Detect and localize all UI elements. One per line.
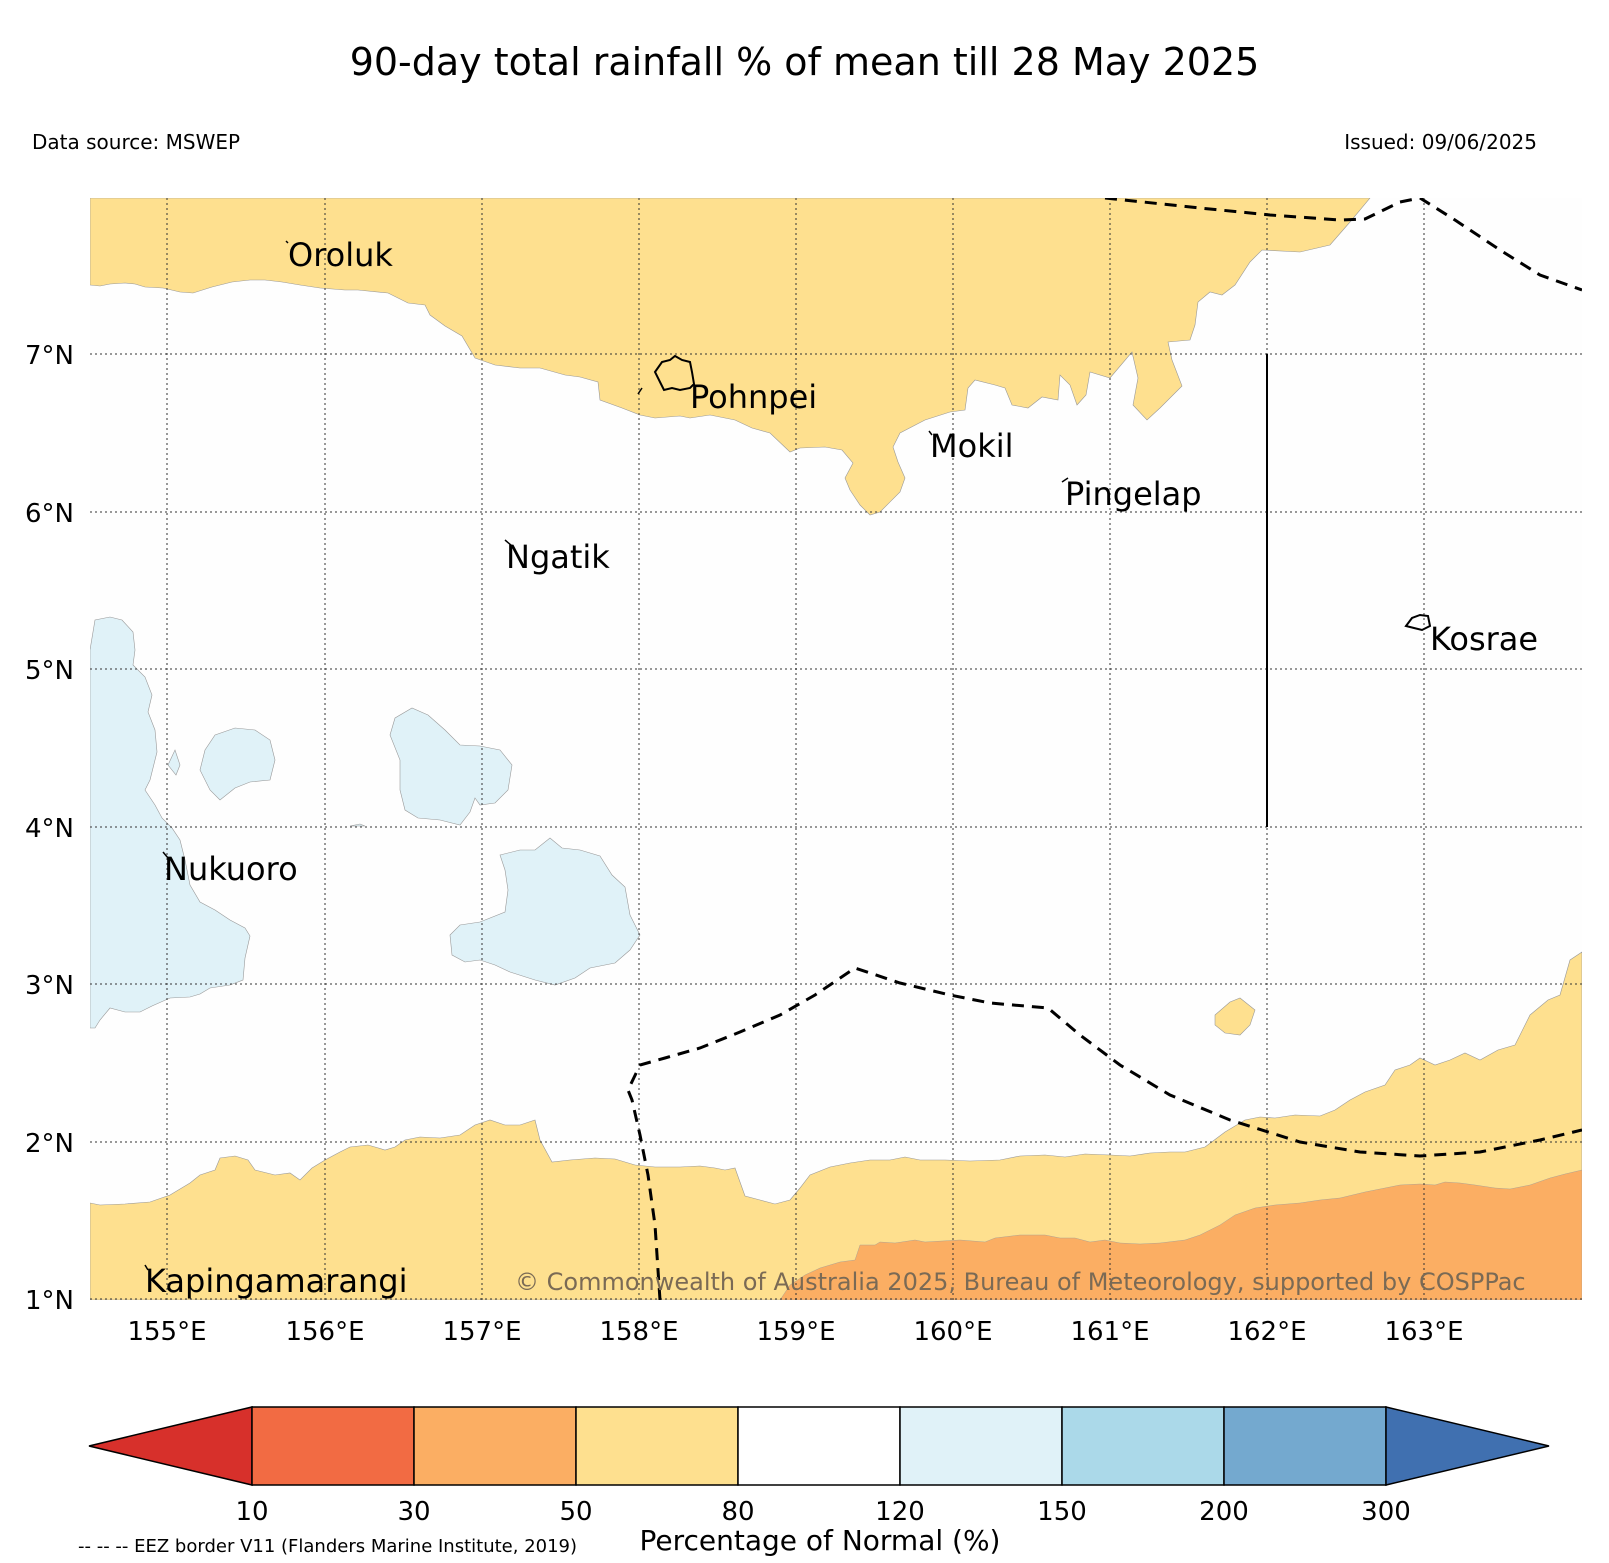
mokil-atoll [928,430,933,436]
lon-label: 161°E [1070,1317,1149,1347]
colorbar-bin-150-200 [1061,1406,1225,1486]
colorbar-extend-high [1385,1406,1550,1486]
lon-label: 157°E [442,1317,521,1347]
colorbar-tick-label: 10 [235,1497,268,1527]
pohnpei-offshore-atoll [637,387,643,395]
eez-borders [626,198,1582,1300]
north-dry-region [90,198,1371,516]
colorbar-bin-30-50 [413,1406,577,1486]
wet-region-speck [349,823,366,827]
colorbar-tick-label: 120 [875,1497,925,1527]
wet-region-center [389,707,513,826]
place-label-nukuoro: Nukuoro [164,850,298,888]
lat-label: 3°N [25,971,74,1001]
lon-label: 159°E [756,1317,835,1347]
colorbar-tick-label: 150 [1037,1497,1087,1527]
lat-label: 2°N [25,1129,74,1159]
wet-region-west [90,616,251,1029]
colorbar-bin-10-30 [251,1406,415,1486]
colorbar-bin-120-150 [899,1406,1063,1486]
lon-label: 162°E [1227,1317,1306,1347]
colorbar-bin-200-300 [1223,1406,1387,1486]
latitude-labels: 7°N 6°N 5°N 4°N 3°N 2°N 1°N [25,341,74,1316]
colorbar-tick-label: 30 [397,1497,430,1527]
dry-island-east [1214,997,1256,1036]
colorbar-tick-label: 300 [1361,1497,1411,1527]
colorbar-bin-50-80 [575,1406,739,1486]
place-label-pohnpei: Pohnpei [690,378,817,416]
map-title: 90-day total rainfall % of mean till 28 … [349,40,1260,84]
oroluk-atoll [285,240,289,244]
lat-label: 6°N [25,499,74,529]
eez-border-south [626,966,1582,1300]
place-labels: Oroluk Pohnpei Mokil Pingelap Ngatik Kos… [145,236,1538,1300]
lat-label: 5°N [25,656,74,686]
wet-region-south-center [449,837,641,986]
lat-label: 1°N [25,1286,74,1316]
eez-border-north [1104,198,1582,292]
place-label-pingelap: Pingelap [1065,475,1202,513]
colorbar-bin-80-120 [737,1406,901,1486]
lon-label: 156°E [285,1317,364,1347]
longitude-labels: 155°E 156°E 157°E 158°E 159°E 160°E 161°… [127,1317,1463,1347]
nukuoro-atoll [162,851,169,859]
colorbar-tick-label: 80 [721,1497,754,1527]
colorbar-title: Percentage of Normal (%) [640,1524,1001,1557]
lat-label: 4°N [25,814,74,844]
place-label-kapingamarangi: Kapingamarangi [145,1262,407,1300]
wet-region-small-2 [167,749,181,776]
kosrae-island [1404,613,1432,632]
wet-region-small-1 [199,727,276,801]
place-label-ngatik: Ngatik [506,538,610,576]
ngatik-atoll [504,539,513,547]
place-label-mokil: Mokil [930,427,1014,465]
pingelap-atoll [1061,477,1069,483]
map-area [90,198,1582,1300]
atoll-markers [144,240,1069,1271]
issued-date-label: Issued: 09/06/2025 [1344,130,1537,154]
colorbar [88,1406,1550,1486]
lat-label: 7°N [25,341,74,371]
place-label-kosrae: Kosrae [1430,620,1538,658]
south-dry-region [90,951,1582,1300]
colorbar-tick-label: 200 [1199,1497,1249,1527]
data-source-label: Data source: MSWEP [32,130,241,154]
eez-legend-note: -- -- -- EEZ border V11 (Flanders Marine… [78,1536,577,1557]
lon-label: 163°E [1384,1317,1463,1347]
lon-label: 160°E [913,1317,992,1347]
colorbar-extend-low [88,1406,253,1486]
pohnpei-island [653,354,696,392]
south-very-dry-region [779,1169,1582,1300]
place-label-oroluk: Oroluk [288,236,393,274]
colorbar-ticks: 10 30 50 80 120 150 200 300 [235,1497,1410,1527]
copyright-notice: © Commonwealth of Australia 2025, Bureau… [515,1268,1526,1296]
lon-label: 155°E [127,1317,206,1347]
kapingamarangi-atoll [144,1264,149,1271]
colorbar-tick-label: 50 [559,1497,592,1527]
lon-label: 158°E [599,1317,678,1347]
